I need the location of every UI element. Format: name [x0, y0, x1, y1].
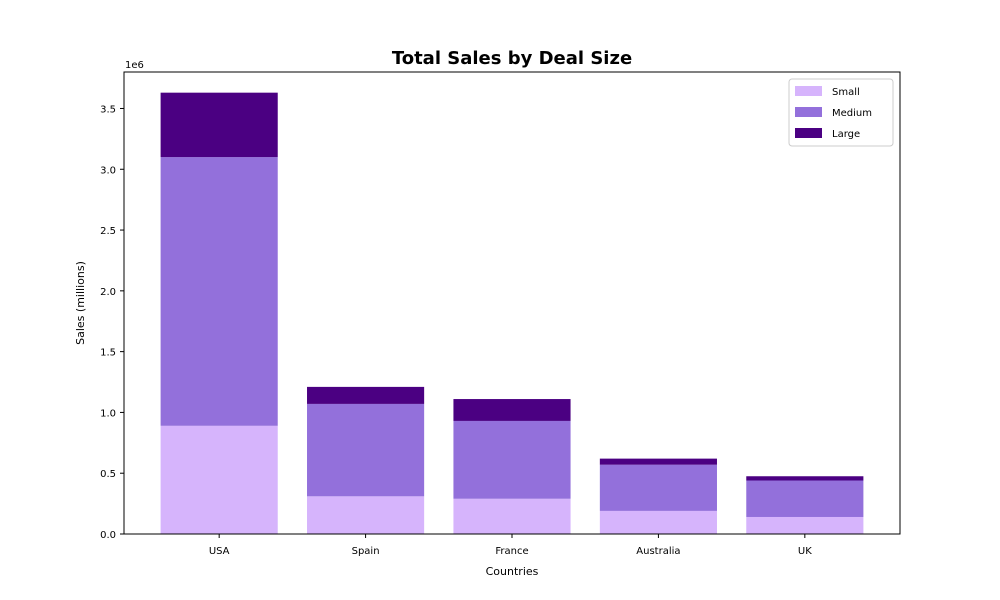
y-tick-label: 2.0 — [100, 287, 116, 298]
bar-small-france — [453, 498, 571, 534]
legend-label-large: Large — [832, 129, 860, 140]
bar-small-uk — [746, 516, 864, 534]
bar-large-france — [453, 399, 571, 421]
legend-swatch-medium — [795, 107, 822, 117]
y-tick-label: 2.5 — [100, 226, 116, 237]
bar-large-uk — [746, 476, 864, 481]
bar-large-australia — [599, 458, 717, 465]
legend-label-medium: Medium — [832, 108, 872, 119]
x-axis-ticks: USA Spain France Australia UK — [209, 534, 812, 557]
y-tick-label: 1.0 — [100, 408, 116, 419]
y-axis-ticks: 0.0 0.5 1.0 1.5 2.0 2.5 3.0 3.5 — [100, 104, 124, 541]
y-tick-label: 3.0 — [100, 165, 116, 176]
bar-small-spain — [307, 496, 425, 534]
bar-small-usa — [160, 425, 278, 534]
x-tick-label: France — [495, 546, 528, 557]
y-tick-label: 1.5 — [100, 348, 116, 359]
bar-large-spain — [307, 386, 425, 404]
legend-swatch-small — [795, 86, 822, 96]
bar-medium-australia — [599, 464, 717, 511]
y-axis-offset-label: 1e6 — [125, 60, 144, 71]
x-tick-label: UK — [798, 546, 812, 557]
y-tick-label: 3.5 — [100, 104, 116, 115]
x-tick-label: Spain — [352, 546, 380, 557]
x-axis-label: Countries — [486, 565, 539, 578]
bar-large-usa — [160, 92, 278, 158]
bar-medium-usa — [160, 157, 278, 426]
y-tick-label: 0.0 — [100, 530, 116, 541]
legend-swatch-large — [795, 128, 822, 138]
x-tick-label: Australia — [636, 546, 680, 557]
bar-medium-france — [453, 420, 571, 499]
legend-label-small: Small — [832, 87, 860, 98]
bar-small-australia — [599, 510, 717, 534]
y-axis-label: Sales (millions) — [74, 261, 87, 345]
x-tick-label: USA — [209, 546, 230, 557]
chart-title: Total Sales by Deal Size — [392, 48, 632, 69]
y-tick-label: 0.5 — [100, 469, 116, 480]
plot-frame — [123, 71, 901, 535]
bar-medium-uk — [746, 480, 864, 517]
bars-group — [160, 92, 864, 534]
bar-medium-spain — [307, 403, 425, 497]
legend: Small Medium Large — [788, 78, 894, 147]
